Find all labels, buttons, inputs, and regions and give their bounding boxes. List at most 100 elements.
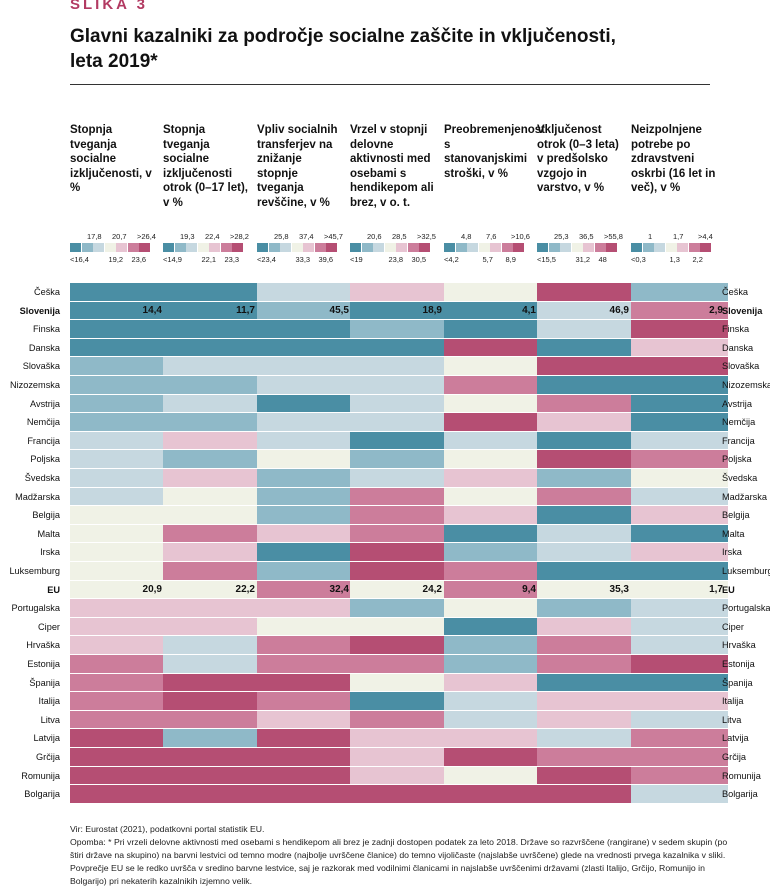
heatmap-cell: [537, 673, 634, 692]
row-label-left: Madžarska: [15, 491, 60, 502]
row-label-left: Hrvaška: [26, 640, 60, 651]
row-label-left: Španija: [29, 677, 60, 688]
heatmap-cell: [537, 655, 634, 673]
row-label-right: Belgija: [722, 510, 750, 521]
heatmap-cell: [163, 562, 260, 580]
heatmap-cell: [257, 617, 354, 636]
heatmap-cell: [631, 338, 728, 357]
row-label-right: Portugalska: [722, 603, 770, 614]
heatmap-cell: [537, 710, 634, 729]
heatmap-cell: [257, 655, 354, 673]
heatmap-cell: [257, 283, 354, 301]
data-label: 46,9: [609, 304, 629, 316]
row-label-right: Slovenija: [722, 305, 763, 316]
heatmap-cell: [70, 431, 167, 450]
heatmap-cell: [537, 394, 634, 413]
heatmap-cell: [163, 766, 260, 785]
legend-threshold-bottom: 22,1: [201, 255, 217, 264]
legend-swatch: [220, 243, 232, 252]
color-legend-3: 25,8 37,4 >45,7 <23,4 33,3 39,6: [257, 232, 343, 272]
row-label-right: Malta: [722, 528, 745, 539]
heatmap-cell: [350, 580, 447, 599]
legend-threshold-top: >45,7: [324, 232, 343, 241]
legend-swatch: [501, 243, 513, 252]
heatmap-cell: [163, 283, 260, 301]
color-legend-7: 1 1,7 >4,4 <0,3 1,3 2,2: [631, 232, 717, 272]
legend-swatch: [478, 243, 490, 252]
heatmap-cell: [257, 524, 354, 543]
legend-swatch: [350, 243, 361, 252]
legend-threshold-top: 22,4: [205, 232, 220, 241]
heatmap-cell: [631, 580, 728, 599]
footnote-note: Opomba: * Pri vrzeli delovne aktivnosti …: [70, 837, 728, 886]
heatmap-cell: [631, 524, 728, 543]
heatmap-cell: [163, 655, 260, 673]
heatmap-cell: [70, 636, 167, 654]
legend-threshold-top: 1,7: [673, 232, 684, 241]
legend-swatch: [81, 243, 93, 252]
heatmap-cell: [70, 655, 167, 673]
heatmap-cell: [70, 506, 167, 524]
row-label-right: Litva: [722, 714, 742, 725]
legend-threshold-top: >55,8: [604, 232, 623, 241]
row-label-left: Litva: [40, 714, 60, 725]
legend-threshold-bottom: 1,3: [669, 255, 680, 264]
heatmap-cell: [350, 301, 447, 320]
legend-swatch: [419, 243, 430, 252]
column-header-4: Vrzel v stopnji delovne aktivnosti med o…: [350, 124, 434, 209]
heatmap-cell: [257, 394, 354, 413]
heatmap-cell: [163, 376, 260, 394]
heatmap-cell: [70, 692, 167, 710]
heatmap-cell: [257, 729, 354, 747]
heatmap-cell: [257, 487, 354, 506]
heatmap-cell: [444, 301, 541, 320]
legend-threshold-bottom: 2,2: [692, 255, 703, 264]
heatmap-cell: [70, 283, 167, 301]
row-label-right: Nizozemska: [722, 380, 770, 390]
legend-swatch: [70, 243, 81, 252]
legend-swatch: [127, 243, 139, 252]
row-label-left: Nizozemska: [9, 380, 60, 390]
legend-swatch: [303, 243, 314, 252]
column-header-5: Preobremenjenost s stanovanjskimi strošk…: [444, 124, 545, 180]
heatmap-cell: [70, 729, 167, 747]
row-label-left: Belgija: [32, 510, 60, 521]
row-label-right: Francija: [722, 435, 755, 446]
heatmap-cell: [631, 376, 728, 394]
legend-threshold-bottom: 5,7: [482, 255, 493, 264]
heatmap-cell: [163, 301, 260, 320]
row-label-right: Nemčija: [722, 417, 756, 428]
heatmap-cell: [163, 673, 260, 692]
data-label: 4,1: [522, 304, 536, 316]
heatmap-cell: [257, 748, 354, 766]
legend-threshold-top: 19,3: [180, 232, 195, 241]
legend-swatch: [571, 243, 583, 252]
heatmap-cell: [257, 338, 354, 357]
row-label-right: Estonija: [722, 659, 755, 669]
data-label: 22,2: [235, 583, 255, 595]
legend-swatch: [700, 243, 711, 252]
row-label-left: Slovaška: [22, 361, 60, 372]
heatmap-cell: [444, 636, 541, 654]
heatmap-cell: [537, 692, 634, 710]
row-label-left: Češka: [33, 287, 60, 297]
row-label-right: Romunija: [722, 770, 761, 781]
legend-threshold-bottom: 30,5: [411, 255, 427, 264]
legend-swatch: [104, 243, 116, 252]
heatmap-cell: [444, 673, 541, 692]
heatmap-cell: [70, 376, 167, 394]
legend-threshold-bottom: 31,2: [575, 255, 591, 264]
heatmap-cell: [163, 692, 260, 710]
heatmap-cell: [257, 766, 354, 785]
data-label: 32,4: [329, 583, 349, 595]
heatmap-cell: [444, 655, 541, 673]
heatmap-cell: [444, 562, 541, 580]
legend-swatch: [291, 243, 303, 252]
heatmap-cell: [163, 413, 260, 431]
legend-threshold-bottom: <15,5: [537, 255, 556, 264]
heatmap-cell: [444, 729, 541, 747]
heatmap-cell: [257, 469, 354, 487]
row-label-left: Luksemburg: [9, 566, 60, 576]
legend-threshold-bottom: <16,4: [70, 255, 89, 264]
legend-swatch: [444, 243, 455, 252]
